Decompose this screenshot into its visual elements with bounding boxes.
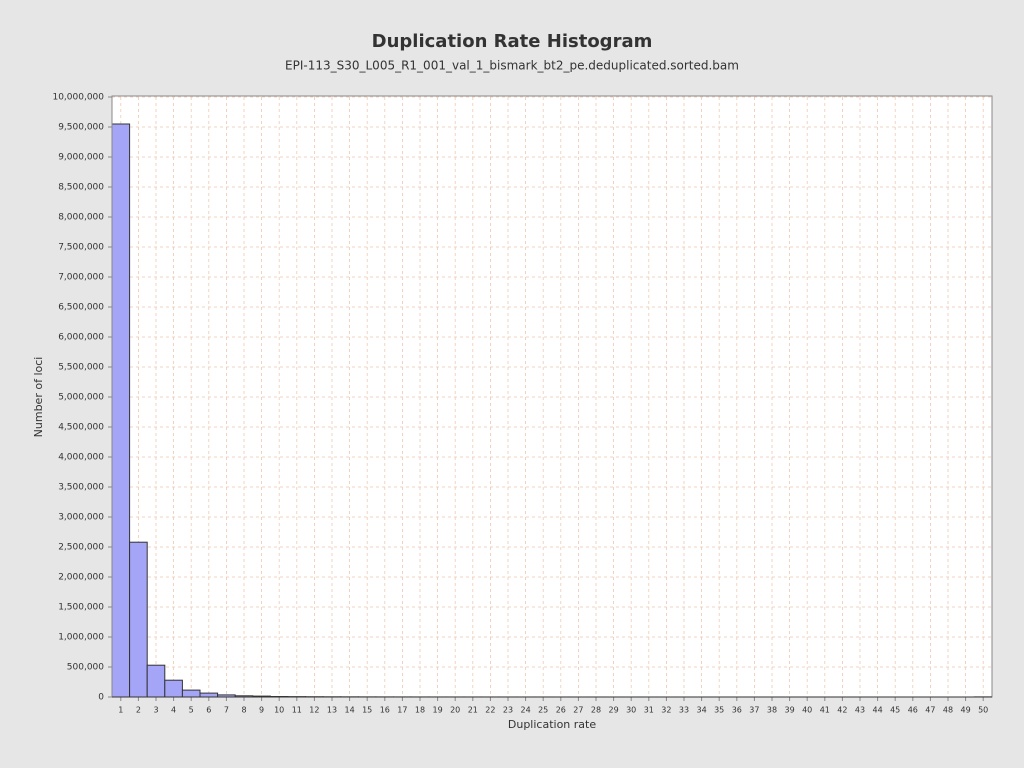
- x-tick-label: 12: [309, 706, 319, 715]
- x-tick-label: 49: [961, 706, 971, 715]
- x-tick-label: 11: [292, 706, 302, 715]
- x-tick-label: 26: [556, 706, 566, 715]
- y-tick-label: 10,000,000: [52, 93, 104, 103]
- x-tick-label: 23: [503, 706, 513, 715]
- y-axis-label: Number of loci: [32, 357, 45, 438]
- x-tick-label: 27: [573, 706, 583, 715]
- x-tick-label: 25: [538, 706, 548, 715]
- y-tick-label: 8,000,000: [58, 213, 104, 223]
- y-tick-label: 3,500,000: [58, 483, 104, 493]
- x-axis-label: Duplication rate: [508, 718, 596, 731]
- y-tick-label: 9,000,000: [58, 153, 104, 163]
- y-tick-label: 1,500,000: [58, 603, 104, 613]
- x-tick-label: 35: [714, 706, 724, 715]
- y-tick-label: 4,000,000: [58, 453, 104, 463]
- x-tick-label: 38: [767, 706, 777, 715]
- y-tick-label: 7,500,000: [58, 243, 104, 253]
- plot-area: [112, 96, 992, 697]
- bar: [164, 679, 183, 698]
- chart-title: Duplication Rate Histogram: [372, 31, 653, 52]
- chart-subtitle: EPI-113_S30_L005_R1_001_val_1_bismark_bt…: [285, 59, 739, 73]
- x-tick-label: 19: [433, 706, 443, 715]
- x-tick-label: 28: [591, 706, 601, 715]
- x-tick-label: 45: [890, 706, 900, 715]
- x-tick-label: 18: [415, 706, 425, 715]
- bar: [199, 692, 219, 698]
- y-tick-label: 3,000,000: [58, 513, 104, 523]
- x-tick-label: 8: [241, 706, 246, 715]
- x-tick-label: 13: [327, 706, 337, 715]
- y-tick-label: 7,000,000: [58, 273, 104, 283]
- x-tick-label: 10: [274, 706, 284, 715]
- x-tick-label: 34: [697, 706, 707, 715]
- x-tick-label: 30: [626, 706, 636, 715]
- x-tick-label: 5: [189, 706, 194, 715]
- x-tick-label: 37: [749, 706, 759, 715]
- x-tick-label: 17: [397, 706, 407, 715]
- x-tick-label: 50: [978, 706, 988, 715]
- x-tick-label: 20: [450, 706, 460, 715]
- y-tick-label: 9,500,000: [58, 123, 104, 133]
- x-tick-label: 16: [380, 706, 390, 715]
- x-tick-label: 1: [118, 706, 123, 715]
- x-tick-label: 4: [171, 706, 176, 715]
- y-tick-label: 6,500,000: [58, 303, 104, 313]
- x-tick-label: 2: [136, 706, 141, 715]
- y-tick-label: 1,000,000: [58, 633, 104, 643]
- x-tick-label: 15: [362, 706, 372, 715]
- y-tick-label: 0: [98, 693, 104, 703]
- y-tick-label: 2,500,000: [58, 543, 104, 553]
- y-tick-label: 5,000,000: [58, 393, 104, 403]
- x-tick-label: 42: [837, 706, 847, 715]
- x-tick-label: 40: [802, 706, 812, 715]
- x-tick-label: 43: [855, 706, 865, 715]
- y-tick-label: 8,500,000: [58, 183, 104, 193]
- x-tick-label: 31: [644, 706, 654, 715]
- x-tick-label: 41: [820, 706, 830, 715]
- x-tick-label: 21: [468, 706, 478, 715]
- x-tick-label: 33: [679, 706, 689, 715]
- x-tick-label: 7: [224, 706, 229, 715]
- y-tick-label: 5,500,000: [58, 363, 104, 373]
- x-tick-label: 14: [345, 706, 355, 715]
- x-tick-label: 9: [259, 706, 264, 715]
- bar: [111, 123, 131, 698]
- x-tick-label: 22: [485, 706, 495, 715]
- y-tick-label: 2,000,000: [58, 573, 104, 583]
- x-tick-label: 29: [609, 706, 619, 715]
- x-tick-label: 39: [785, 706, 795, 715]
- x-tick-label: 3: [153, 706, 158, 715]
- x-tick-label: 44: [873, 706, 883, 715]
- y-tick-label: 6,000,000: [58, 333, 104, 343]
- x-tick-label: 32: [661, 706, 671, 715]
- bar: [146, 664, 166, 698]
- y-tick-label: 4,500,000: [58, 423, 104, 433]
- y-tick-label: 500,000: [67, 663, 104, 673]
- x-tick-label: 47: [925, 706, 935, 715]
- x-tick-label: 36: [732, 706, 742, 715]
- x-tick-label: 48: [943, 706, 953, 715]
- x-tick-label: 24: [521, 706, 531, 715]
- bar: [181, 689, 201, 698]
- bar: [129, 541, 148, 698]
- x-tick-label: 6: [206, 706, 211, 715]
- x-tick-label: 46: [908, 706, 918, 715]
